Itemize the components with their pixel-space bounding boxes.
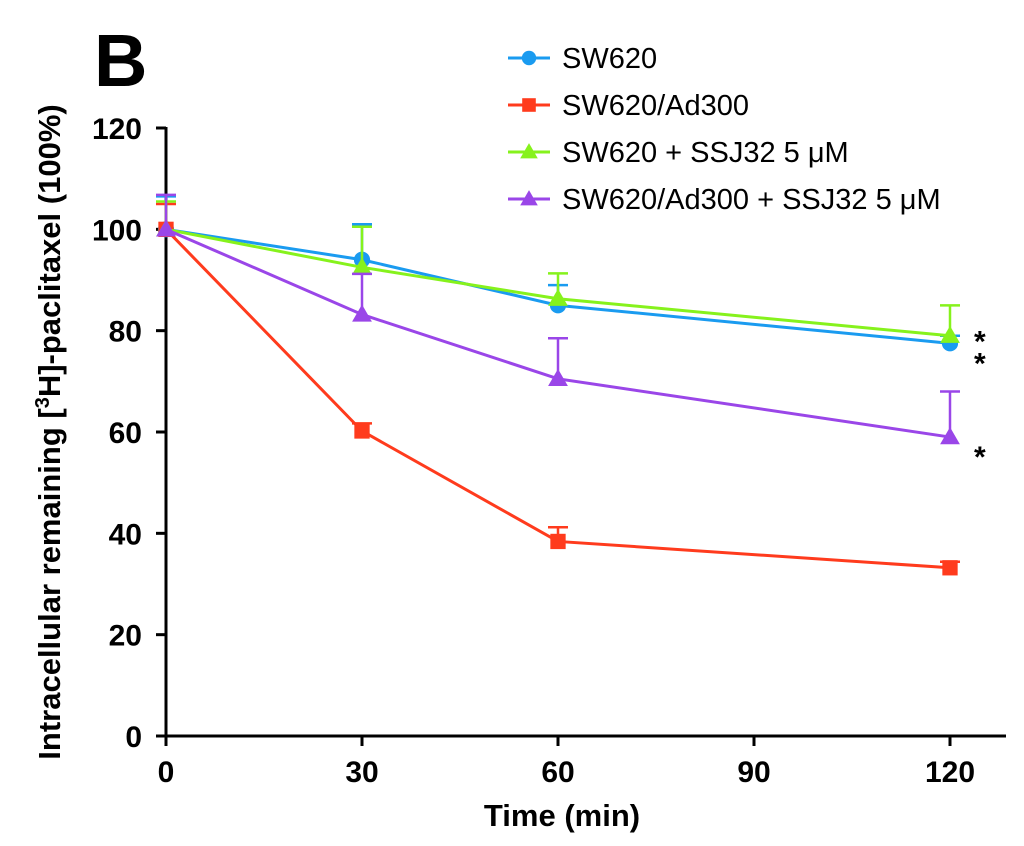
x-tick-label: 90 [737,756,770,789]
legend-marker [520,190,538,206]
data-point [156,219,176,237]
y-tick-label: 80 [109,316,142,349]
axes [164,127,1006,738]
data-point [942,560,958,576]
legend-label: SW620/Ad300 + SSJ32 5 μM [562,184,941,216]
legend-marker [521,50,537,66]
series-line [165,227,951,338]
legend: SW620 SW620/Ad300 SW620 + SSJ32 5 μM SW620/… [508,43,941,216]
y-axis-title-post: H]-paclitaxel (100%) [32,104,67,397]
legend-label: SW620 + SSJ32 5 μM [562,137,849,169]
data-point [548,368,568,386]
series-layer: *** [156,193,986,576]
y-tick-label: 0 [125,721,142,754]
y-axis-title-pre: Intracellular remaining [ [32,408,67,759]
series-line [165,227,951,439]
data-point [352,304,372,322]
legend-label: SW620 [562,43,657,75]
significance-star: * [974,441,986,474]
data-point [354,423,370,439]
y-tick-label: 120 [92,113,142,146]
y-tick-label: 20 [109,620,142,653]
x-tick-label: 30 [345,756,378,789]
legend-marker [520,143,538,159]
y-axis-title: Intracellular remaining [3H]-paclitaxel … [32,104,67,759]
x-axis-title: Time (min) [484,798,640,833]
data-point [940,325,960,343]
y-tick-label: 40 [109,518,142,551]
legend-marker [522,98,536,112]
y-tick-label: 60 [109,417,142,450]
legend-item: SW620/Ad300 [508,90,749,122]
x-ticks: 0 30 60 90 120 [158,736,975,789]
data-point [352,257,372,275]
y-axis-title-sup: 3 [32,397,54,408]
series-0: * [156,195,986,380]
series-3: * [156,193,986,474]
data-point [548,288,568,306]
significance-star: * [974,326,986,359]
series-line [164,228,951,570]
panel-label: B [94,19,147,102]
series-2: * [156,200,986,359]
data-point [550,533,566,550]
legend-item: SW620/Ad300 + SSJ32 5 μM [508,184,941,216]
legend-label: SW620/Ad300 [562,90,749,122]
data-point [940,427,960,445]
legend-item: SW620 + SSJ32 5 μM [508,137,849,169]
y-tick-label: 100 [92,214,142,247]
y-ticks: 0 20 40 60 80 100 120 [92,113,166,754]
significance-star: * [974,347,986,380]
x-tick-label: 0 [158,756,175,789]
series-1 [156,202,960,576]
x-tick-label: 60 [541,756,574,789]
x-tick-label: 120 [925,756,975,789]
legend-item: SW620 [508,43,657,75]
